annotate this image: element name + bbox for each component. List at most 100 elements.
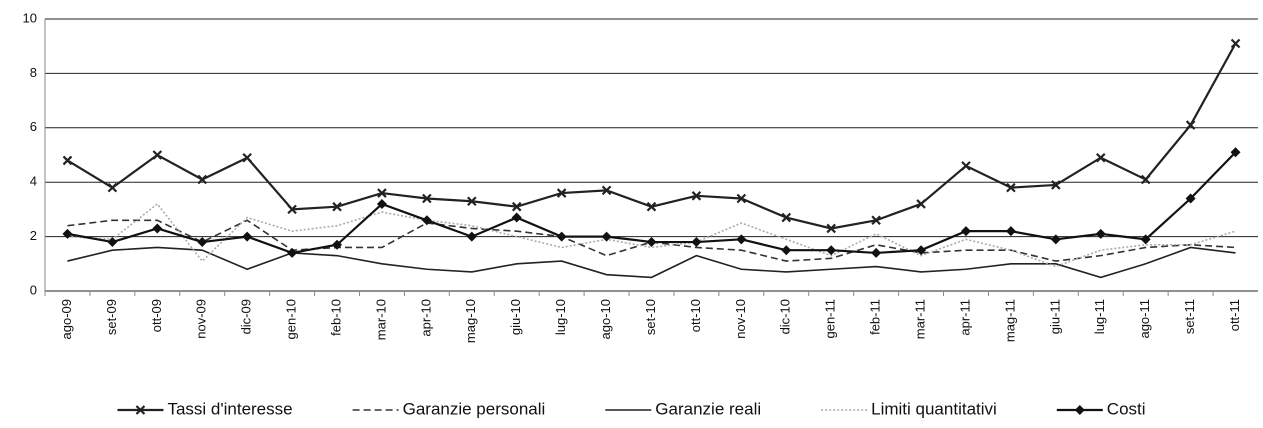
- y-tick-label: 4: [30, 174, 37, 189]
- marker: [826, 245, 837, 256]
- legend-item: Limiti quantitativi: [821, 399, 997, 418]
- x-tick-label: nov-10: [733, 299, 748, 339]
- x-tick-label: ago-11: [1137, 299, 1152, 339]
- marker: [197, 237, 208, 248]
- marker: [332, 239, 343, 250]
- legend-item: Garanzie reali: [605, 399, 761, 418]
- x-tick-label: apr-11: [957, 299, 972, 336]
- marker: [691, 237, 702, 248]
- marker: [1005, 226, 1016, 237]
- x-tick-label: ott-10: [688, 299, 703, 332]
- marker: [916, 245, 927, 256]
- x-tick-label: ott-09: [149, 299, 164, 332]
- marker: [646, 237, 657, 248]
- x-tick-label: ott-11: [1227, 299, 1242, 331]
- legend-label: Costi: [1107, 399, 1146, 418]
- marker: [556, 188, 567, 198]
- y-tick-label: 6: [30, 119, 37, 134]
- legend-label: Limiti quantitativi: [871, 399, 997, 418]
- marker: [1095, 228, 1106, 239]
- x-tick-label: dic-09: [239, 299, 254, 334]
- marker: [1074, 405, 1085, 415]
- marker: [961, 161, 971, 171]
- marker: [1230, 38, 1241, 49]
- marker: [871, 247, 882, 258]
- marker: [421, 215, 432, 226]
- marker: [287, 247, 298, 258]
- marker: [152, 150, 163, 160]
- marker: [1051, 180, 1061, 190]
- series-line: [66, 42, 1237, 230]
- marker: [960, 226, 971, 237]
- marker: [871, 215, 881, 226]
- x-tick-label: set-10: [643, 299, 658, 335]
- marker: [556, 231, 567, 242]
- legend: Tassi d'interesse Garanzie personali Garan…: [117, 399, 1146, 418]
- legend-label: Tassi d'interesse: [167, 399, 292, 418]
- marker: [466, 231, 477, 242]
- x-tick-label: mar-11: [912, 299, 927, 339]
- y-tick-label: 0: [30, 282, 37, 297]
- marker: [1006, 182, 1016, 193]
- marker: [377, 188, 387, 198]
- marker: [781, 212, 792, 223]
- marker: [287, 204, 297, 215]
- marker: [62, 228, 73, 239]
- marker: [646, 201, 657, 212]
- x-tick-label: feb-10: [328, 299, 343, 336]
- legend-item: Tassi d'interesse: [117, 399, 293, 418]
- y-tick-label: 2: [30, 228, 37, 243]
- marker: [62, 155, 73, 166]
- marker: [916, 199, 926, 209]
- x-tick-label: gen-10: [284, 299, 299, 339]
- x-tick-label: set-09: [104, 299, 119, 335]
- marker: [511, 201, 522, 212]
- marker: [1185, 120, 1196, 130]
- marker: [242, 152, 252, 163]
- x-tick-label: giu-11: [1047, 299, 1062, 334]
- series-line: [67, 202, 1236, 268]
- marker: [601, 185, 612, 196]
- x-tick-label: set-11: [1182, 299, 1197, 334]
- legend-label: Garanzie reali: [655, 399, 761, 418]
- y-tick-label: 8: [30, 65, 37, 80]
- x-tick-label: mag-11: [1002, 299, 1017, 342]
- marker: [736, 193, 747, 204]
- marker: [1095, 152, 1106, 163]
- marker: [332, 201, 342, 212]
- marker: [1050, 234, 1061, 245]
- x-tick-label: ago-09: [59, 299, 74, 339]
- x-tick-label: dic-10: [778, 299, 793, 334]
- marker: [152, 223, 163, 234]
- marker: [422, 193, 432, 204]
- legend-item: Garanzie personali: [352, 399, 546, 418]
- x-tick-label: ago-10: [598, 299, 613, 339]
- marker: [511, 212, 522, 223]
- marker: [1185, 193, 1196, 204]
- series-line: [67, 246, 1236, 279]
- marker: [736, 234, 747, 245]
- x-tick-label: nov-09: [194, 299, 209, 339]
- marker: [107, 182, 118, 193]
- marker: [467, 196, 477, 207]
- legend-item: Costi: [1056, 399, 1146, 418]
- x-tick-label: gen-11: [823, 299, 838, 339]
- x-tick-label: lug-11: [1092, 299, 1107, 334]
- marker: [242, 231, 253, 242]
- x-tick-label: feb-11: [868, 299, 883, 335]
- marker: [197, 174, 208, 185]
- x-tick-label: lug-10: [553, 299, 568, 335]
- marker: [1230, 147, 1241, 158]
- marker: [376, 198, 387, 209]
- marker: [1140, 174, 1151, 185]
- x-tick-label: mar-10: [373, 299, 388, 340]
- y-tick-label: 10: [23, 10, 37, 25]
- legend-label: Garanzie personali: [403, 399, 546, 418]
- marker: [601, 231, 612, 242]
- marker: [1140, 234, 1151, 245]
- x-tick-label: mag-10: [463, 299, 478, 343]
- x-tick-label: giu-10: [508, 299, 523, 335]
- marker: [135, 405, 146, 415]
- x-tick-label: apr-10: [418, 299, 433, 337]
